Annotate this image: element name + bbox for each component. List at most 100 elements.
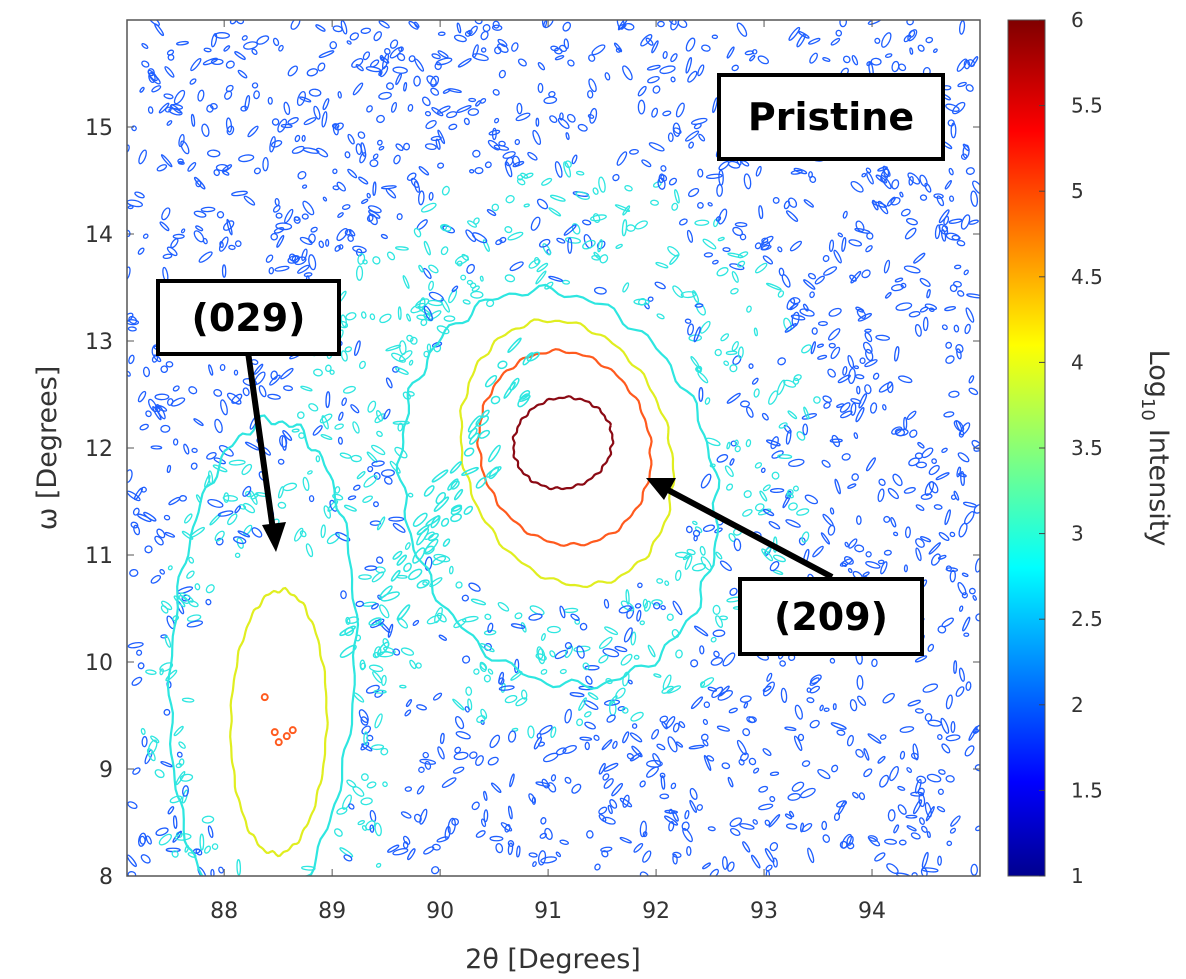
noise-contour xyxy=(169,795,183,804)
noise-contour xyxy=(788,502,798,511)
noise-contour xyxy=(280,367,294,380)
noise-contour xyxy=(145,669,157,675)
noise-contour xyxy=(431,866,440,875)
noise-contour xyxy=(133,524,141,536)
noise-contour xyxy=(487,668,494,675)
noise-contour xyxy=(422,581,428,586)
noise-contour xyxy=(504,226,513,234)
noise-contour xyxy=(530,216,541,231)
noise-contour xyxy=(699,545,706,556)
noise-contour xyxy=(287,117,299,125)
noise-contour xyxy=(727,861,735,872)
noise-contour xyxy=(712,629,726,638)
noise-contour xyxy=(921,825,928,833)
noise-contour xyxy=(702,524,715,532)
noise-contour xyxy=(722,856,728,870)
noise-contour xyxy=(731,64,739,72)
noise-contour xyxy=(948,218,963,224)
noise-contour xyxy=(336,181,346,192)
ridge-contour xyxy=(475,415,490,427)
noise-contour xyxy=(498,140,506,147)
noise-contour xyxy=(431,341,443,348)
noise-contour xyxy=(758,803,774,811)
noise-contour xyxy=(275,222,293,231)
ridge-contour xyxy=(509,377,520,391)
noise-contour xyxy=(678,218,688,226)
noise-contour xyxy=(603,762,619,772)
noise-contour xyxy=(771,471,780,480)
noise-contour xyxy=(440,223,452,232)
annotation-209: (209) xyxy=(738,577,924,656)
noise-contour xyxy=(565,132,570,141)
noise-contour xyxy=(809,175,817,184)
noise-contour xyxy=(226,392,242,405)
noise-contour xyxy=(150,445,163,450)
noise-contour xyxy=(587,90,594,99)
noise-contour xyxy=(725,350,738,356)
noise-contour xyxy=(886,196,896,207)
noise-contour xyxy=(348,229,356,237)
ridge-contour xyxy=(427,532,439,542)
noise-contour xyxy=(950,720,956,734)
noise-contour xyxy=(941,324,948,331)
noise-contour xyxy=(968,375,975,384)
noise-contour xyxy=(627,679,633,685)
noise-contour xyxy=(172,233,185,240)
noise-contour xyxy=(953,324,960,333)
noise-contour xyxy=(605,677,613,685)
noise-contour xyxy=(937,734,943,741)
noise-contour xyxy=(837,232,844,238)
noise-contour xyxy=(948,167,954,176)
noise-contour xyxy=(743,702,749,709)
noise-contour xyxy=(647,296,654,302)
noise-contour xyxy=(277,501,287,509)
noise-contour xyxy=(797,30,810,39)
noise-contour xyxy=(597,239,603,253)
noise-contour xyxy=(228,459,246,466)
noise-contour xyxy=(660,174,668,182)
noise-contour xyxy=(278,44,284,52)
noise-contour xyxy=(446,111,458,119)
noise-contour xyxy=(660,775,666,790)
noise-contour xyxy=(769,842,779,852)
noise-contour xyxy=(765,864,773,872)
noise-contour xyxy=(563,38,570,50)
noise-contour xyxy=(378,20,390,29)
noise-contour xyxy=(639,871,650,876)
noise-contour xyxy=(437,746,445,760)
noise-contour xyxy=(584,721,596,730)
noise-contour xyxy=(569,692,585,698)
noise-contour xyxy=(413,227,422,238)
noise-contour xyxy=(383,408,391,420)
noise-contour xyxy=(772,857,778,868)
noise-contour xyxy=(904,227,917,240)
noise-contour xyxy=(178,495,187,502)
noise-contour xyxy=(670,53,678,63)
noise-contour xyxy=(562,21,572,32)
noise-contour xyxy=(491,24,503,31)
noise-contour xyxy=(308,495,315,503)
noise-contour xyxy=(968,387,979,396)
noise-contour xyxy=(175,40,189,46)
noise-contour xyxy=(625,224,636,232)
noise-contour xyxy=(598,654,609,664)
noise-contour xyxy=(961,572,969,578)
noise-contour xyxy=(453,751,469,761)
noise-contour xyxy=(784,726,797,731)
noise-contour xyxy=(598,806,608,815)
noise-contour xyxy=(408,20,419,30)
noise-contour xyxy=(785,210,799,222)
noise-contour xyxy=(762,748,772,756)
noise-contour xyxy=(166,120,173,126)
noise-contour xyxy=(505,195,515,204)
noise-contour xyxy=(817,769,831,780)
noise-contour xyxy=(385,188,397,199)
noise-contour xyxy=(451,285,459,293)
noise-contour xyxy=(539,832,547,839)
noise-contour xyxy=(137,662,145,670)
noise-contour xyxy=(382,781,388,788)
noise-contour xyxy=(772,554,786,563)
noise-contour xyxy=(399,684,407,689)
noise-contour xyxy=(310,226,318,233)
